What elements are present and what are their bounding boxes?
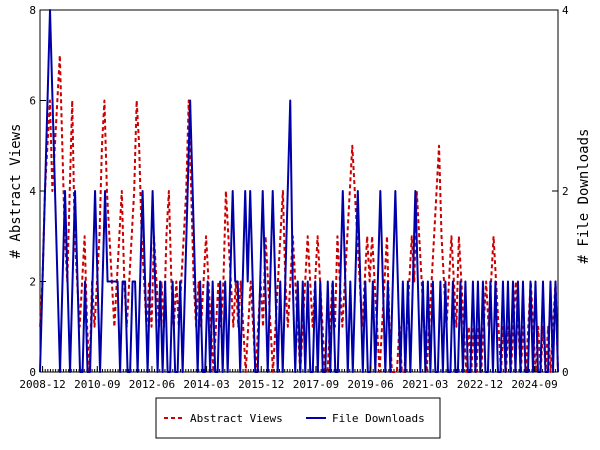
series-line-file-downloads xyxy=(39,9,559,373)
y-tick-label: 0 xyxy=(29,366,36,379)
x-tick-label: 2015-12 xyxy=(238,378,284,391)
x-tick-label: 2008-12 xyxy=(19,378,65,391)
series-layer xyxy=(39,9,559,373)
x-tick-label: 2021-03 xyxy=(402,378,448,391)
y2-tick-label: 2 xyxy=(562,185,569,198)
y2-axis-title: # File Downloads xyxy=(576,129,592,264)
x-tick-label: 2022-12 xyxy=(457,378,503,391)
y-axis-title: # Abstract Views xyxy=(8,124,24,259)
y2-tick-label: 4 xyxy=(562,4,569,17)
legend: Abstract Views File Downloads xyxy=(155,397,441,439)
x-tick-label: 2017-09 xyxy=(293,378,339,391)
legend-label-abstract-views: Abstract Views xyxy=(190,412,283,425)
y-axis-right-ticks: 0 2 4 xyxy=(552,4,569,379)
x-axis-ticks: 2008-12 2010-09 2012-06 2014-03 2015-12 2017-… xyxy=(19,366,558,391)
x-tick-label: 2014-03 xyxy=(183,378,229,391)
legend-label-file-downloads: File Downloads xyxy=(332,412,425,425)
x-tick-label: 2019-06 xyxy=(347,378,393,391)
x-tick-label: 2024-09 xyxy=(511,378,557,391)
y-tick-label: 8 xyxy=(29,4,36,17)
x-tick-label: 2010-09 xyxy=(74,378,120,391)
y2-tick-label: 0 xyxy=(562,366,569,379)
legend-box xyxy=(155,397,441,439)
y-tick-label: 2 xyxy=(29,276,36,289)
x-tick-label: 2012-06 xyxy=(129,378,175,391)
y-tick-label: 6 xyxy=(29,95,36,108)
y-tick-label: 4 xyxy=(29,185,36,198)
